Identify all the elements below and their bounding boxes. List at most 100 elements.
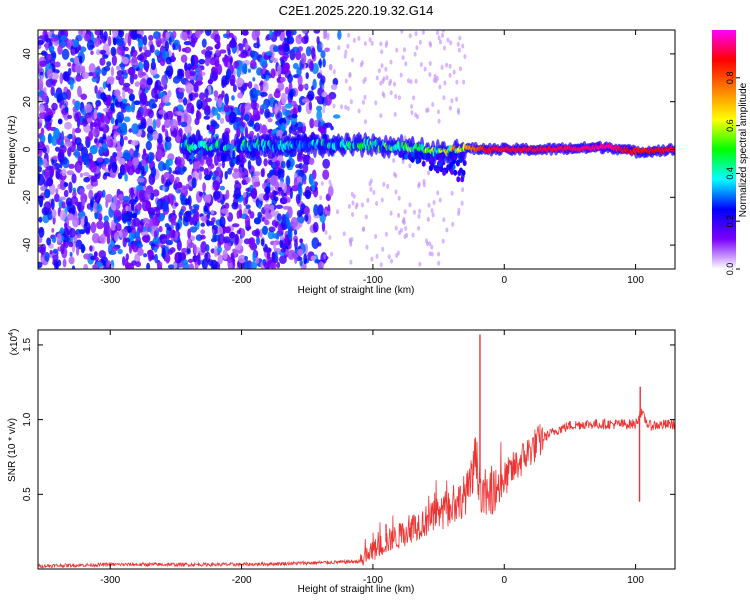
spectrogram-cell [93,37,101,47]
spectrogram-cell [187,195,192,207]
spectrogram-cell [64,141,73,147]
spectrogram-cell [146,77,153,86]
spectrogram-cell [72,187,77,193]
spectrogram-cell [43,168,50,179]
spectrogram-cell [366,197,370,203]
spectrogram-cell [71,48,76,56]
spectrogram-cell [115,65,121,71]
x-tick-label: -200 [232,275,252,286]
spectrogram-cell [167,90,172,98]
spectrogram-cell [51,209,57,219]
spectrogram-cell [142,105,148,118]
spectrogram-cell [38,141,45,147]
spectrogram-cell [41,50,47,56]
spectrogram-cell [284,37,287,43]
spectrogram-cell [244,113,250,122]
spectrogram-cell [186,30,191,35]
spectrogram-cell [385,75,389,81]
snr-panel: -300 -200 -100 0 100 0.5 1.0 1.5 Height of str… [7,329,676,595]
spectrogram-cell [171,30,177,39]
spectrogram-cell [401,159,405,165]
spectrogram-cell [176,239,182,251]
spectrogram-cell [118,216,122,221]
spectrogram-cell [189,205,193,210]
spectrogram-cell [375,201,379,206]
spectrogram-cell [460,200,464,206]
spectrogram-cell [250,59,257,69]
spectrogram-cell [99,30,104,40]
spectrogram-cell [141,159,147,168]
spectrogram-cell [70,196,79,205]
spectrogram-cell [441,30,445,33]
spectrogram-cell [131,123,140,135]
spectrogram-cell [316,36,320,45]
spectrogram-cell [59,158,63,169]
spectrogram-cell [426,241,429,247]
spectrogram-cell [322,158,331,169]
spectrogram-cell [192,255,198,263]
spectrogram-cell [200,222,205,227]
spectrogram-cell [154,253,159,264]
spectrogram-cell [38,175,41,182]
colorbar-tick-label: 0.6 [725,119,735,132]
spectrogram-cell [211,107,219,116]
spectrogram-cell [414,31,418,37]
spectrogram-cell [183,41,192,46]
spectrogram-cell [182,259,189,266]
spectrogram-cell [202,140,207,149]
spectrogram-cell [443,45,446,51]
spectrogram-cell [125,105,133,113]
colorbar: 0.0 0.2 0.4 0.6 0.8 Normalized spectral ampl… [712,30,749,275]
spectrogram-cell [297,126,303,134]
spectrogram-cell [197,67,203,79]
spectrogram-cell [134,33,142,38]
spectrogram-cell [66,170,75,176]
spectrogram-cell [159,233,167,239]
spectrogram-cell [53,127,60,140]
spectrogram-cell [394,189,398,195]
spectrogram-cell [47,211,53,221]
spectrogram-cell [442,217,446,223]
spectrogram-cell [414,78,418,84]
spectrogram-cell [79,229,86,235]
spectrogram-cell [250,188,257,199]
spectrogram-cell [369,178,373,184]
spectrogram-cell [254,122,261,132]
spectrogram-cell [385,40,389,46]
spectrogram-cell [68,241,74,248]
spectrogram-cell [375,75,379,81]
spectrogram-cell [174,202,179,207]
spectrogram-cell [291,130,299,135]
spectrogram-cell [369,186,373,192]
spectrogram-cell [105,260,111,268]
spectrogram-cell [237,92,244,99]
spectrogram-cell [322,169,330,180]
spectrogram-cell [277,223,283,235]
spectrogram-cell [379,80,383,86]
spectrogram-cell [82,172,90,177]
spectrogram-cell [77,85,82,98]
spectrogram-cell [110,117,115,125]
spectrogram-cell [227,167,233,175]
spectrogram-cell [204,56,210,67]
spectrogram-cell [293,229,298,236]
spectrogram-cell [448,72,452,78]
spectrogram-cell [261,124,267,135]
spectrogram-cell [198,58,206,65]
spectrogram-cell [139,78,148,89]
spectrogram-cell [74,148,80,159]
spectrogram-cell [65,197,73,207]
spectrogram-cell [264,186,271,194]
spectrogram-cell [217,97,223,108]
spectrogram-cell [307,90,315,101]
spectrogram-cell [178,44,182,52]
spectrogram-cell [116,70,124,77]
spectrogram-cell [380,63,384,69]
spectrogram-cell [186,248,191,255]
spectrogram-cell [440,65,444,70]
spectrogram-cell [103,225,112,238]
spectrogram-cell [279,255,287,264]
spectrogram-cell [81,71,90,80]
spectrogram-cell [285,175,291,187]
